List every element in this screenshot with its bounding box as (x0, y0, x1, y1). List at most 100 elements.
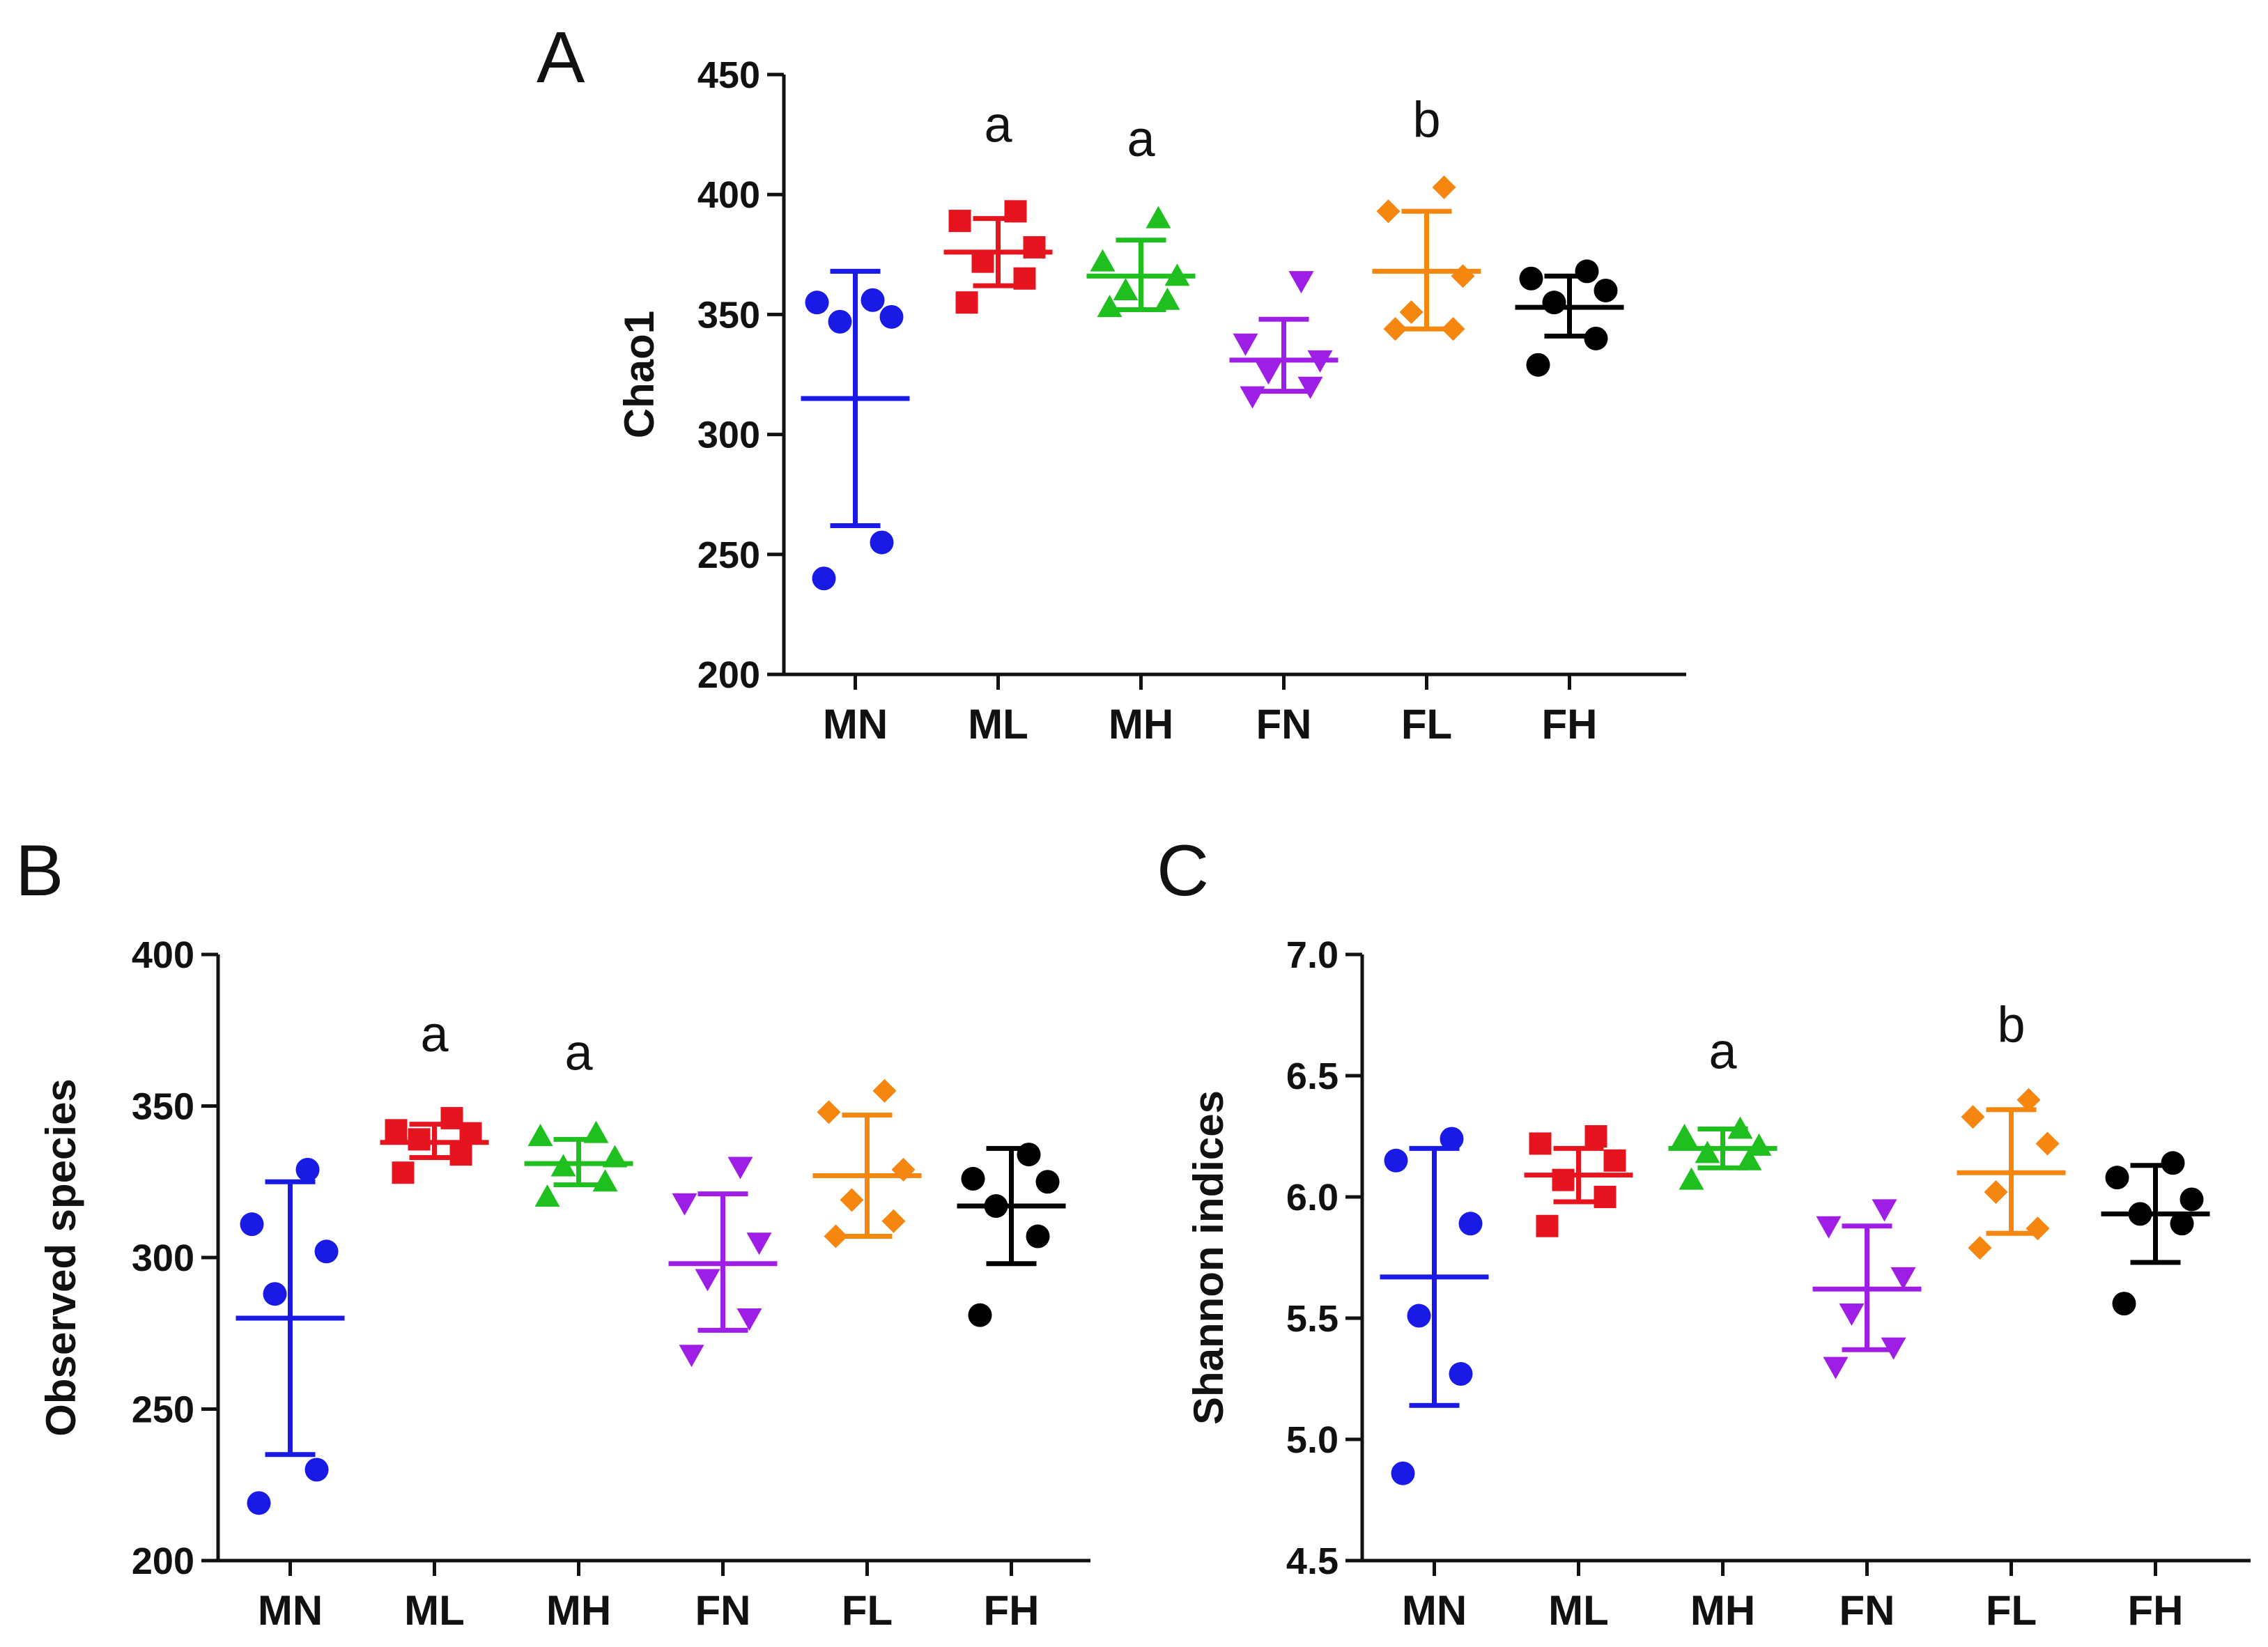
data-point (1575, 259, 1599, 284)
data-point (1594, 278, 1618, 302)
y-tick-label: 350 (132, 1086, 194, 1128)
x-tick-label: MH (546, 1587, 611, 1634)
data-point (1432, 175, 1456, 199)
data-point (968, 1303, 992, 1327)
data-point (1984, 1180, 2008, 1205)
data-point (1961, 1105, 1985, 1129)
y-tick-label: 4.5 (1286, 1540, 1339, 1582)
data-point (1399, 300, 1424, 324)
series-mh (524, 1120, 633, 1207)
series-fn (1812, 1199, 1922, 1379)
panel-a: A 200 250 300 350 400 450 MN ML MH FN FL FH Chao1 a a b (537, 17, 1686, 748)
y-tick-label: 300 (697, 415, 760, 456)
data-point (1672, 1124, 1697, 1146)
series-fh (2101, 1151, 2210, 1316)
data-point (1383, 317, 1407, 341)
x-tick-label: MH (1109, 701, 1173, 748)
data-point (2170, 1212, 2194, 1236)
data-point (1256, 362, 1281, 385)
data-point (1090, 249, 1116, 272)
series-fh (1515, 259, 1624, 377)
data-point (1736, 1147, 1762, 1170)
data-point (1890, 1267, 1916, 1290)
data-point (672, 1193, 697, 1216)
data-point (1816, 1216, 1842, 1239)
data-point (1297, 376, 1323, 399)
significance-label: a (564, 1025, 593, 1081)
y-tick-label: 6.5 (1286, 1056, 1339, 1097)
data-point (1584, 326, 1608, 350)
x-tick-label: FN (1839, 1587, 1895, 1634)
x-tick-label: FN (695, 1587, 751, 1634)
data-point (1145, 206, 1171, 229)
data-point (872, 1078, 897, 1103)
y-axis-title: Chao1 (616, 311, 663, 438)
series-mn (801, 268, 910, 591)
x-tick-label: ML (404, 1587, 465, 1634)
panel-b: B 200 250 300 350 400 MN ML MH FN FL FH Observed sp… (15, 830, 1090, 1634)
data-point (1839, 1304, 1865, 1327)
y-tick-label: 5.0 (1286, 1419, 1339, 1461)
x-tick-label: MN (1402, 1587, 1467, 1634)
y-tick-label: 5.5 (1286, 1298, 1339, 1340)
series-fn (1229, 271, 1339, 409)
data-point (1451, 264, 1475, 288)
series-ml (943, 200, 1053, 314)
data-point (679, 1345, 704, 1368)
data-point (695, 1269, 720, 1292)
data-point (1594, 1186, 1617, 1208)
significance-label: a (984, 97, 1012, 153)
data-point (592, 1169, 618, 1192)
series-fl (1957, 1088, 2066, 1260)
data-point (861, 288, 885, 312)
x-tick-label: FH (1542, 701, 1598, 748)
data-point (828, 309, 852, 334)
y-axis-title: Shannon indices (1185, 1090, 1232, 1425)
data-point (1441, 317, 1465, 341)
data-point (295, 1157, 320, 1182)
data-point (746, 1232, 772, 1255)
y-tick-label: 350 (697, 294, 760, 336)
data-point (879, 304, 904, 329)
y-tick-label: 450 (697, 54, 760, 96)
data-point (2035, 1131, 2060, 1156)
data-point (2016, 1088, 2041, 1112)
data-point (1026, 1224, 1050, 1248)
data-point (385, 1119, 408, 1142)
data-point (1603, 1149, 1626, 1172)
data-point (1526, 353, 1550, 377)
data-point (247, 1491, 271, 1515)
x-tick-label: ML (1548, 1587, 1609, 1634)
x-tick-label: MN (258, 1587, 323, 1634)
series-fh (957, 1143, 1066, 1327)
significance-label: b (1412, 93, 1440, 148)
significance-label: a (1708, 1024, 1737, 1080)
data-point (314, 1239, 339, 1264)
y-tick-label: 250 (132, 1389, 194, 1431)
data-point (817, 1100, 841, 1124)
data-point (824, 1224, 848, 1248)
data-point (1679, 1167, 1704, 1190)
data-point (2112, 1292, 2136, 1316)
data-point (392, 1161, 415, 1184)
data-point (955, 291, 978, 314)
data-point (1113, 277, 1139, 300)
data-point (727, 1157, 753, 1180)
data-point (1872, 1199, 1897, 1222)
y-tick-label: 200 (132, 1540, 194, 1582)
data-point (1233, 333, 1258, 356)
data-point (240, 1212, 264, 1237)
panel-letter-c: C (1157, 830, 1209, 911)
x-tick-label: FL (1986, 1587, 2037, 1634)
data-point (2026, 1216, 2050, 1241)
x-tick-label: ML (968, 701, 1028, 748)
y-tick-label: 400 (132, 934, 194, 976)
x-tick-label: FN (1256, 701, 1312, 748)
data-point (1536, 1214, 1559, 1237)
y-axis-title: Observed species (38, 1078, 84, 1437)
data-point (2105, 1166, 2129, 1190)
data-point (1542, 291, 1566, 315)
data-point (1288, 271, 1314, 294)
data-point (1449, 1362, 1473, 1386)
